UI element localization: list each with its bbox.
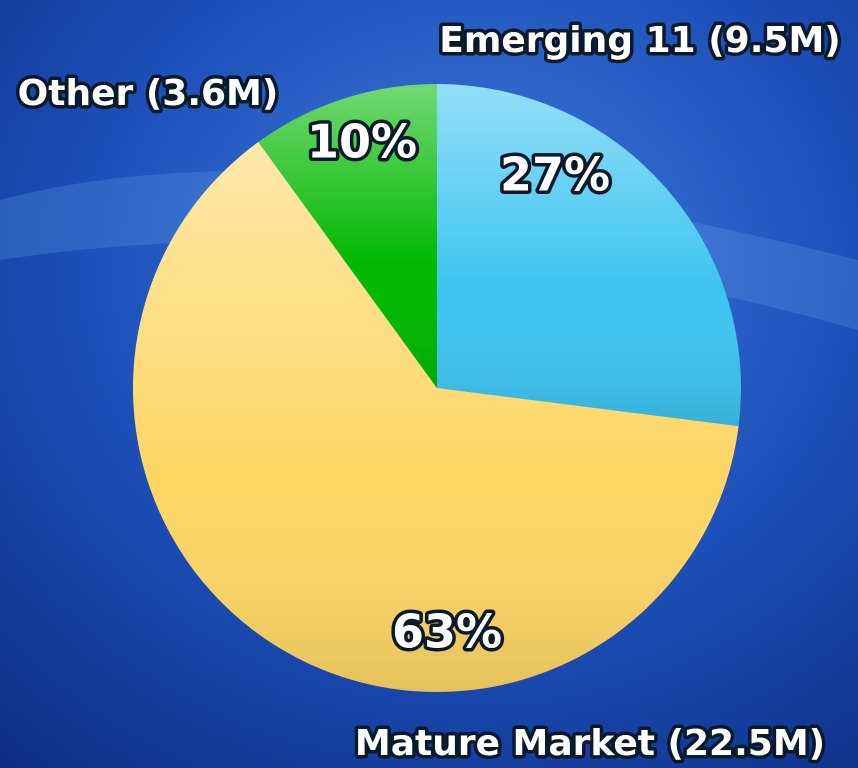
labels: Emerging 11 (9.5M) 27% Mature Market (22.5…: [14, 17, 844, 768]
category-label: Mature Market (22.5M): [355, 723, 825, 764]
value-label: 27%: [500, 148, 610, 202]
pie: [132, 84, 741, 693]
value-label: 63%: [392, 605, 502, 659]
category-label: Emerging 11 (9.5M): [439, 20, 840, 61]
slice-shine: [258, 84, 437, 388]
slice-shine: [437, 84, 741, 427]
value-label: 10%: [307, 115, 417, 169]
slice-shine: [132, 142, 739, 693]
category-label: Other (3.6M): [18, 73, 279, 114]
